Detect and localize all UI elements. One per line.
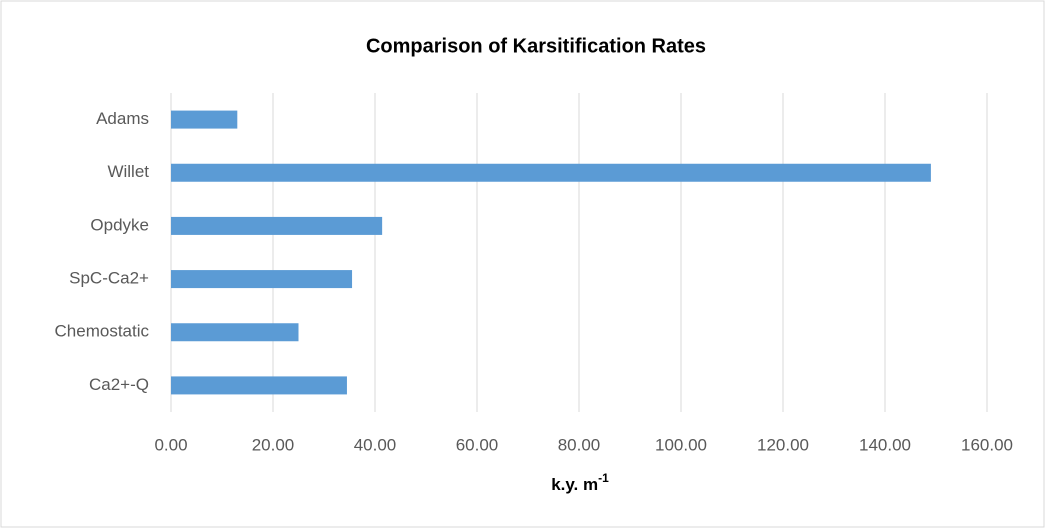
x-tick-label: 0.00 [154, 435, 187, 454]
bar [171, 110, 238, 129]
y-tick-label: Opdyke [90, 215, 149, 234]
y-tick-label: Adams [96, 109, 149, 128]
x-tick-label: 120.00 [757, 435, 809, 454]
y-tick-label: Ca2+-Q [89, 375, 149, 394]
x-axis-label-text: k.y. m [551, 475, 598, 494]
x-tick-label: 60.00 [456, 435, 499, 454]
x-tick-label: 20.00 [252, 435, 295, 454]
y-tick-label: Willet [107, 162, 149, 181]
x-tick-label: 80.00 [558, 435, 601, 454]
x-tick-label: 100.00 [655, 435, 707, 454]
bar [171, 163, 931, 182]
bar [171, 323, 299, 342]
x-tick-label: 40.00 [354, 435, 397, 454]
y-tick-label: Chemostatic [55, 322, 150, 341]
x-tick-label: 140.00 [859, 435, 911, 454]
x-axis-label: k.y. m-1 [551, 471, 609, 494]
x-axis-label-superscript: -1 [598, 471, 609, 485]
bar [171, 376, 347, 395]
bar [171, 270, 353, 289]
bar [171, 216, 383, 235]
chart-title: Comparison of Karsitification Rates [366, 35, 706, 57]
x-tick-label: 160.00 [961, 435, 1013, 454]
y-tick-label: SpC-Ca2+ [69, 269, 149, 288]
